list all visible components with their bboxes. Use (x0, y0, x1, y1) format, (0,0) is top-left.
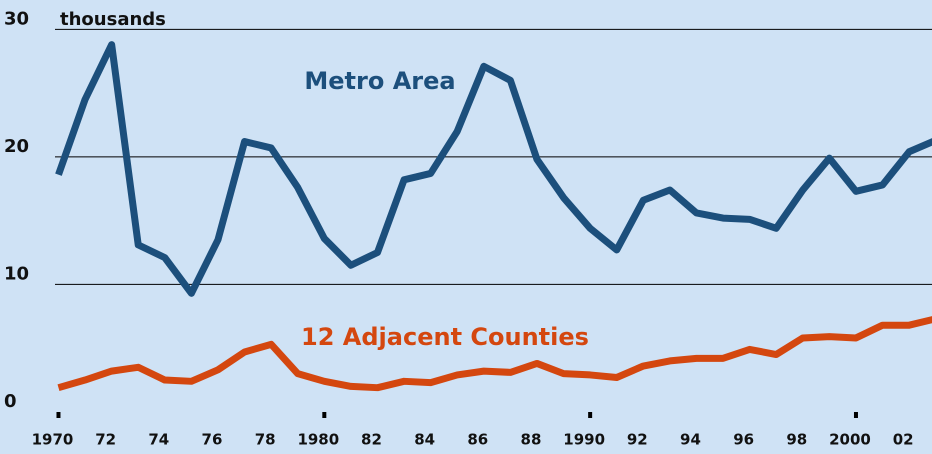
x-tick-label: 74 (148, 431, 169, 449)
x-tick-label: 82 (361, 431, 382, 449)
y-tick-label: 10 (4, 263, 29, 284)
x-tick-label: 96 (733, 431, 754, 449)
x-tick-label: 92 (627, 431, 648, 449)
series-label: Metro Area (304, 67, 455, 95)
x-tick-label: 94 (680, 431, 701, 449)
series-label: 12 Adjacent Counties (301, 323, 589, 351)
y-tick-label: 0 (4, 391, 17, 412)
y-axis-label: thousands (60, 9, 166, 30)
x-tick-label: 2000 (829, 431, 871, 449)
y-tick-label: 20 (4, 136, 29, 157)
x-tick-label: 86 (467, 431, 488, 449)
y-tick-label: 30 (4, 8, 29, 29)
series-line (57, 316, 932, 392)
x-tick-label: 78 (255, 431, 276, 449)
x-tick-label: 88 (521, 431, 542, 449)
x-tick-label: 84 (414, 431, 435, 449)
x-tick-label: 1990 (563, 431, 605, 449)
series-line (55, 41, 932, 297)
x-tick-label: 1980 (297, 431, 339, 449)
x-tick-label: 72 (95, 431, 116, 449)
x-tick-label: 98 (786, 431, 807, 449)
x-tick-label: 76 (202, 431, 223, 449)
x-tick-label: 1970 (32, 431, 74, 449)
x-tick-label: 02 (893, 431, 914, 449)
